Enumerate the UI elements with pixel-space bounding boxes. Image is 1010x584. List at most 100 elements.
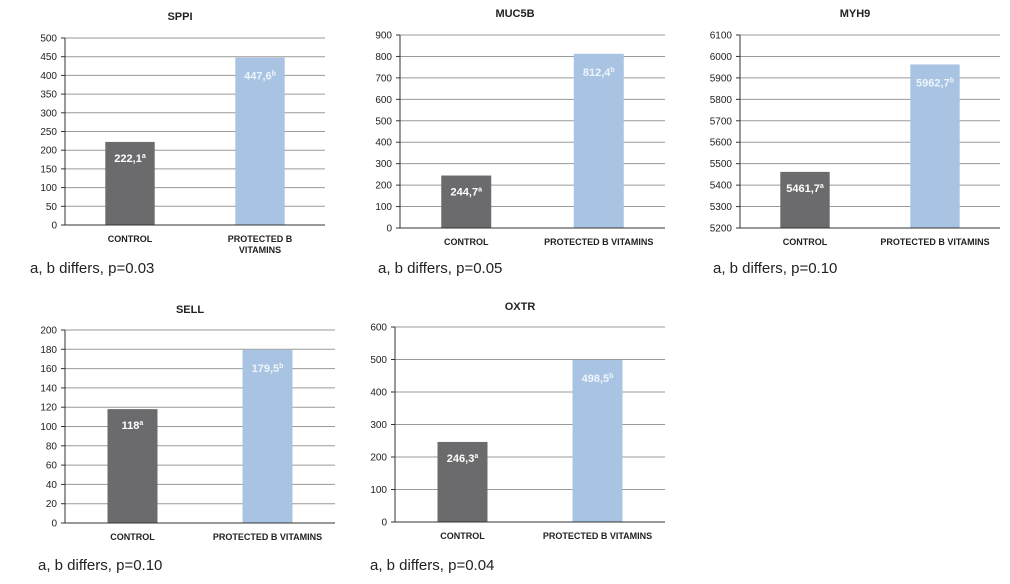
y-tick-label: 140 [40, 383, 57, 394]
y-tick-label: 5500 [710, 159, 733, 170]
chart-panel-myh9: MYH9 5200 5300 5400 5500 5600 5700 5800 5900 6000… [675, 0, 1005, 290]
chart-svg-myh9: MYH9 5200 5300 5400 5500 5600 5700 5800 5900 6000… [710, 8, 1000, 247]
chart-note-sell: a, b differs, p=0.10 [38, 557, 163, 574]
y-tick-label: 400 [40, 71, 57, 82]
y-tick-label: 200 [40, 326, 57, 337]
y-tick-label: 100 [40, 422, 57, 433]
chart-title-muc5b: MUC5B [495, 8, 534, 20]
category-label: PROTECTED B [228, 234, 293, 244]
category-label: CONTROL [440, 531, 485, 541]
y-tick-label: 400 [370, 388, 387, 399]
bar-protected-b-vitamins [572, 359, 623, 522]
y-tick-label: 5600 [710, 138, 733, 149]
chart-svg-oxtr: OXTR 0 100 200 300 400 500 600 246,3a CONTROL 498,… [370, 301, 665, 541]
bar-control [437, 441, 488, 522]
y-tick-label: 60 [46, 461, 58, 472]
y-tick-label: 400 [375, 138, 392, 149]
data-label: 222,1a [114, 153, 146, 165]
chart-note-sppi: a, b differs, p=0.03 [30, 260, 155, 277]
data-label: 5962,7b [916, 77, 954, 89]
chart-note-oxtr: a, b differs, p=0.04 [370, 557, 495, 574]
chart-title-sell: SELL [176, 304, 204, 316]
y-tick-label: 600 [375, 95, 392, 106]
y-tick-label: 350 [40, 90, 57, 101]
data-label: 5461,7a [786, 183, 824, 195]
bar-control [441, 175, 492, 228]
y-tick-label: 450 [40, 52, 57, 63]
y-tick-label: 0 [51, 221, 57, 232]
y-tick-label: 150 [40, 164, 57, 175]
chart-svg-sell: SELL 0 20 40 60 80 100 120 140 160 180 200 118a CONTR… [40, 304, 335, 542]
y-tick-label: 40 [46, 480, 58, 491]
chart-svg-muc5b: MUC5B 0 100 200 300 400 500 600 700 800 900 244,7a C… [375, 8, 665, 247]
y-tick-label: 300 [40, 108, 57, 119]
category-label: CONTROL [110, 532, 155, 542]
chart-title-sppi: SPPI [167, 11, 192, 23]
y-tick-label: 5300 [710, 202, 733, 213]
bar-protected-b-vitamins [910, 64, 960, 228]
bar-protected-b-vitamins [235, 57, 285, 226]
y-tick-label: 5900 [710, 73, 733, 84]
y-tick-label: 0 [386, 224, 392, 235]
category-label: PROTECTED B VITAMINS [880, 237, 989, 247]
y-tick-label: 160 [40, 364, 57, 375]
data-label: 447,6b [244, 71, 276, 83]
category-label: PROTECTED B VITAMINS [544, 237, 653, 247]
y-tick-label: 500 [370, 355, 387, 366]
y-tick-label: 200 [40, 146, 57, 157]
y-tick-label: 80 [46, 441, 58, 452]
y-tick-label: 900 [375, 31, 392, 42]
y-tick-label: 5200 [710, 224, 733, 235]
category-label: CONTROL [783, 237, 828, 247]
bar-control [105, 141, 155, 225]
category-label: CONTROL [108, 234, 153, 244]
y-tick-label: 100 [370, 485, 387, 496]
chart-title-myh9: MYH9 [840, 8, 871, 20]
y-tick-label: 5700 [710, 116, 733, 127]
category-label: VITAMINS [239, 245, 281, 255]
y-tick-label: 20 [46, 499, 58, 510]
category-label: PROTECTED B VITAMINS [543, 531, 652, 541]
data-label: 118a [122, 420, 144, 432]
y-tick-label: 800 [375, 52, 392, 63]
chart-panel-sell: SELL 0 20 40 60 80 100 120 140 160 180 200 118a CONTR… [0, 295, 340, 584]
y-tick-label: 250 [40, 127, 57, 138]
y-tick-label: 5400 [710, 181, 733, 192]
data-label: 179,5b [252, 363, 284, 375]
chart-panel-sppi: SPPI 0 50 100 150 200 250 300 350 400 450 500 222,1a… [0, 0, 330, 290]
data-label: 246,3a [447, 453, 479, 465]
data-label: 498,5b [582, 373, 614, 385]
y-tick-label: 5800 [710, 95, 733, 106]
y-tick-label: 0 [51, 519, 57, 530]
y-tick-label: 500 [375, 116, 392, 127]
chart-panel-muc5b: MUC5B 0 100 200 300 400 500 600 700 800 900 244,7a C… [340, 0, 670, 290]
y-tick-label: 100 [375, 202, 392, 213]
bar-control [780, 171, 830, 228]
y-tick-label: 120 [40, 403, 57, 414]
y-tick-label: 6000 [710, 52, 733, 63]
chart-panel-oxtr: OXTR 0 100 200 300 400 500 600 246,3a CONTROL 498,… [340, 295, 670, 584]
y-tick-label: 6100 [710, 31, 733, 42]
y-tick-label: 300 [375, 159, 392, 170]
y-tick-label: 200 [375, 181, 392, 192]
chart-note-muc5b: a, b differs, p=0.05 [378, 260, 503, 277]
data-label: 244,7a [451, 187, 483, 199]
bar-control [107, 409, 158, 523]
chart-svg-sppi: SPPI 0 50 100 150 200 250 300 350 400 450 500 222,1a… [40, 11, 325, 255]
y-tick-label: 50 [46, 202, 58, 213]
category-label: PROTECTED B VITAMINS [213, 532, 322, 542]
y-tick-label: 100 [40, 183, 57, 194]
category-label: CONTROL [444, 237, 489, 247]
y-tick-label: 600 [370, 323, 387, 334]
y-tick-label: 300 [370, 420, 387, 431]
y-tick-label: 500 [40, 34, 57, 45]
y-tick-label: 200 [370, 453, 387, 464]
bar-protected-b-vitamins [573, 53, 624, 228]
data-label: 812,4b [583, 67, 615, 79]
chart-note-myh9: a, b differs, p=0.10 [713, 260, 838, 277]
bar-protected-b-vitamins [242, 349, 293, 523]
y-tick-label: 180 [40, 345, 57, 356]
y-tick-label: 0 [381, 518, 387, 529]
y-tick-label: 700 [375, 73, 392, 84]
chart-title-oxtr: OXTR [505, 301, 536, 313]
